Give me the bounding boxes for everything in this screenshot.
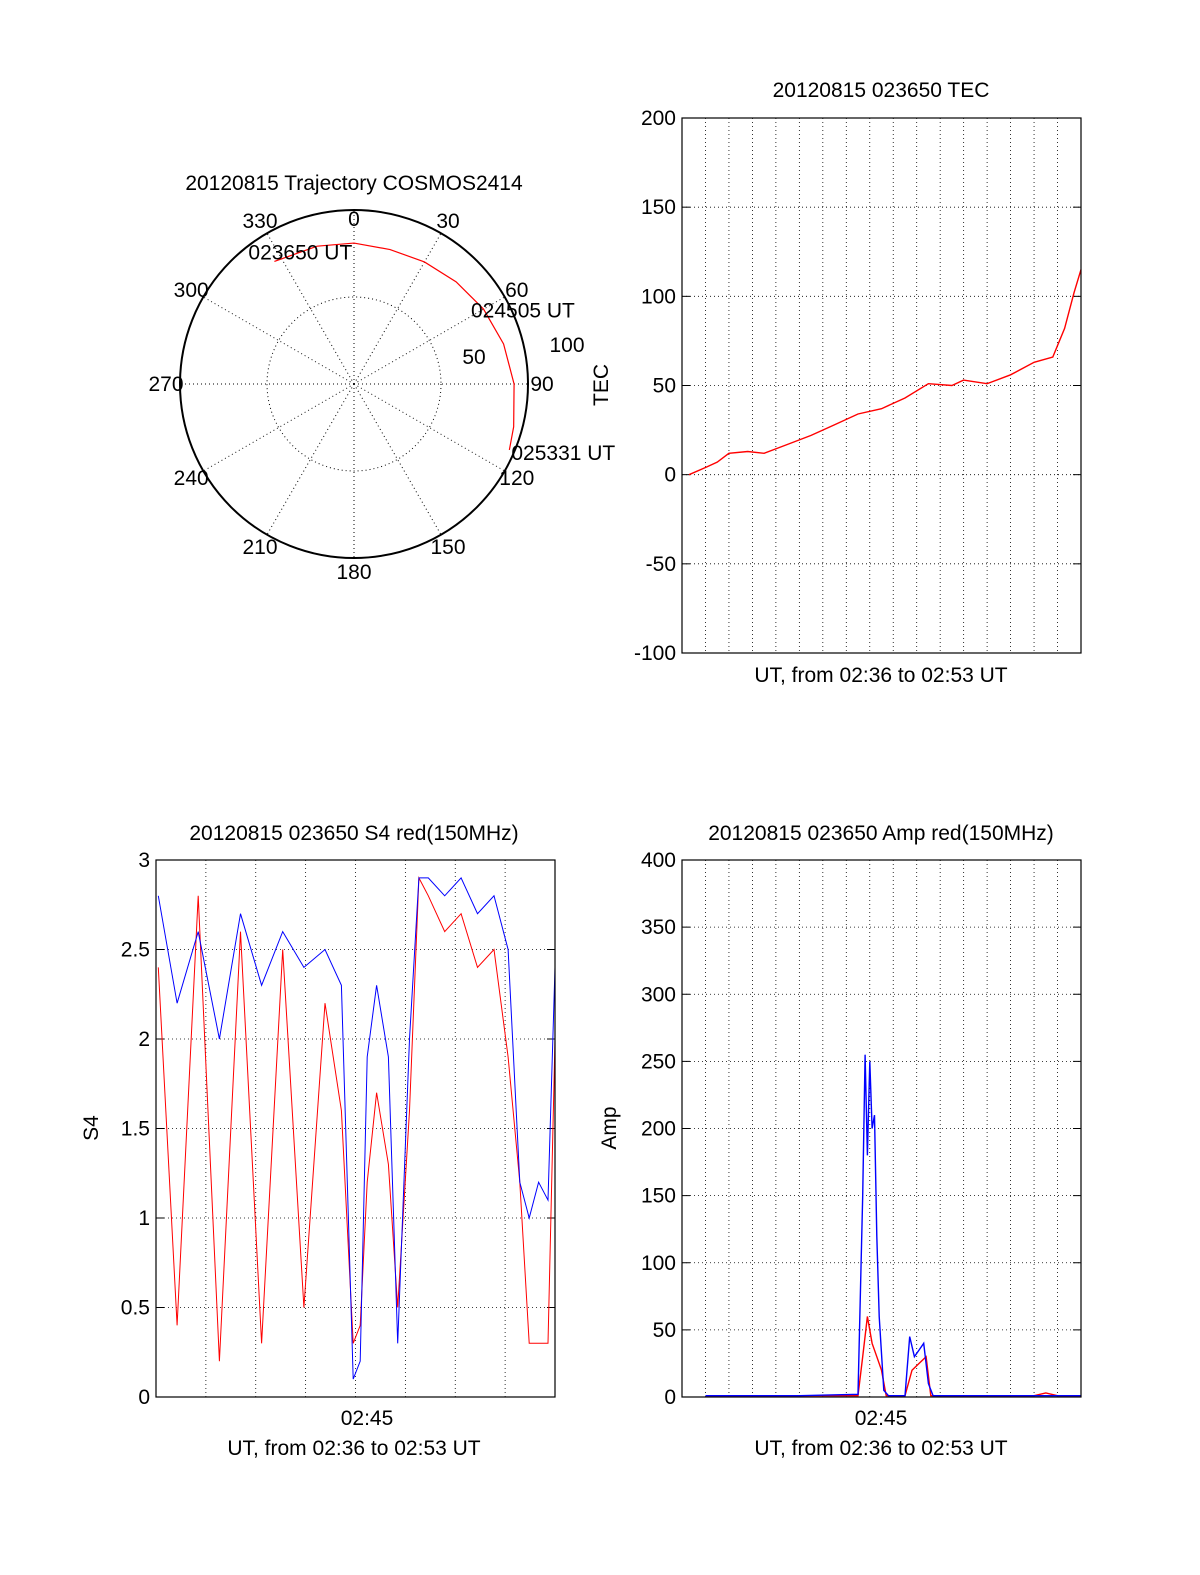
series-line-1 [705, 1054, 1081, 1397]
y-tick-label: 150 [641, 1185, 676, 1208]
polar-radial-label: 50 [462, 346, 485, 369]
polar-grid [179, 209, 529, 559]
y-tick-label: 0 [664, 1386, 676, 1409]
y-tick-label: 100 [641, 1252, 676, 1275]
y-tick-label: 2.5 [121, 939, 150, 962]
polar-tick-labels: 0 30 60 90 120 150 180 210 240 270 300 330 50 100 [148, 208, 584, 584]
polar-angle-label: 120 [499, 467, 534, 490]
series-line-0 [688, 269, 1082, 476]
y-tick-label: 1 [138, 1207, 150, 1230]
polar-angle-label: 300 [174, 279, 209, 302]
y-tick-label: 0 [138, 1386, 150, 1409]
amp-xlabel: UT, from 02:36 to 02:53 UT [754, 1437, 1007, 1460]
plot-frame [681, 859, 1082, 1398]
polar-angle-label: 90 [530, 373, 553, 396]
trajectory-line [274, 242, 515, 451]
polar-spoke [353, 233, 442, 385]
y-tick-label: 200 [641, 1118, 676, 1141]
s4-title: 20120815 023650 S4 red(150MHz) [189, 822, 518, 845]
x-tick-label: 02:45 [855, 1407, 908, 1430]
y-tick-label: 50 [653, 1319, 676, 1342]
polar-spoke [203, 383, 355, 472]
s4-xlabel: UT, from 02:36 to 02:53 UT [227, 1437, 480, 1460]
polar-angle-label: 240 [174, 467, 209, 490]
polar-ring-50 [266, 296, 442, 472]
amp-ylabel: Amp [598, 1106, 621, 1149]
amp-plot-area: 0 50 100 150 200 250 300 350 400 02:45 [641, 849, 1082, 1430]
amp-panel: 20120815 023650 Amp red(150MHz) UT, from… [598, 822, 1082, 1460]
y-tick-label: -50 [646, 553, 676, 576]
y-tick-label: -100 [634, 642, 676, 665]
trajectory-polar-panel: 20120815 Trajectory COSMOS2414 0 30 60 90 12… [148, 172, 615, 584]
trajectory-annotation: 023650 UT [248, 241, 352, 264]
s4-panel: 20120815 023650 S4 red(150MHz) UT, from … [80, 822, 556, 1460]
series-line-1 [157, 877, 556, 1380]
polar-spoke [266, 383, 355, 535]
x-tick-label: 02:45 [341, 1407, 394, 1430]
tec-ylabel: TEC [590, 364, 613, 406]
polar-radial-label: 100 [549, 334, 584, 357]
y-tick-label: 100 [641, 285, 676, 308]
amp-title: 20120815 023650 Amp red(150MHz) [708, 822, 1054, 845]
trajectory-annotation: 024505 UT [471, 299, 575, 322]
y-tick-label: 2 [138, 1028, 150, 1051]
s4-ylabel: S4 [80, 1115, 103, 1141]
plot-frame [155, 859, 556, 1398]
trajectory-title: 20120815 Trajectory COSMOS2414 [185, 172, 523, 195]
polar-angle-label: 210 [242, 536, 277, 559]
y-tick-label: 3 [138, 849, 150, 872]
polar-data: 023650 UT 024505 UT 025331 UT [248, 241, 615, 465]
y-tick-label: 300 [641, 983, 676, 1006]
polar-spoke [353, 383, 505, 472]
polar-angle-label: 30 [436, 210, 459, 233]
trajectory-annotation: 025331 UT [511, 442, 615, 465]
plot-frame [681, 117, 1082, 654]
polar-spoke [353, 383, 442, 535]
polar-spoke [203, 296, 355, 385]
y-tick-label: 1.5 [121, 1118, 150, 1141]
y-tick-label: 400 [641, 849, 676, 872]
tec-plot-area: -100 -50 0 50 100 150 200 [634, 107, 1082, 665]
y-tick-label: 150 [641, 196, 676, 219]
series-line-0 [157, 876, 556, 1362]
y-tick-label: 0.5 [121, 1297, 150, 1320]
polar-angle-label: 150 [430, 536, 465, 559]
y-tick-label: 0 [664, 464, 676, 487]
s4-plot-area: 0 0.5 1 1.5 2 2.5 3 02:45 [121, 849, 556, 1430]
tec-panel: 20120815 023650 TEC UT, from 02:36 to 02… [590, 79, 1082, 687]
polar-angle-label: 180 [336, 561, 371, 584]
polar-angle-label: 60 [505, 279, 528, 302]
y-tick-label: 350 [641, 916, 676, 939]
polar-outer-ring [179, 209, 529, 559]
polar-spoke [353, 296, 505, 385]
polar-angle-label: 0 [348, 208, 360, 231]
y-tick-label: 250 [641, 1050, 676, 1073]
polar-angle-label: 330 [242, 210, 277, 233]
y-tick-label: 50 [653, 375, 676, 398]
tec-xlabel: UT, from 02:36 to 02:53 UT [754, 664, 1007, 687]
polar-angle-label: 270 [148, 373, 183, 396]
y-tick-label: 200 [641, 107, 676, 130]
tec-title: 20120815 023650 TEC [773, 79, 990, 102]
